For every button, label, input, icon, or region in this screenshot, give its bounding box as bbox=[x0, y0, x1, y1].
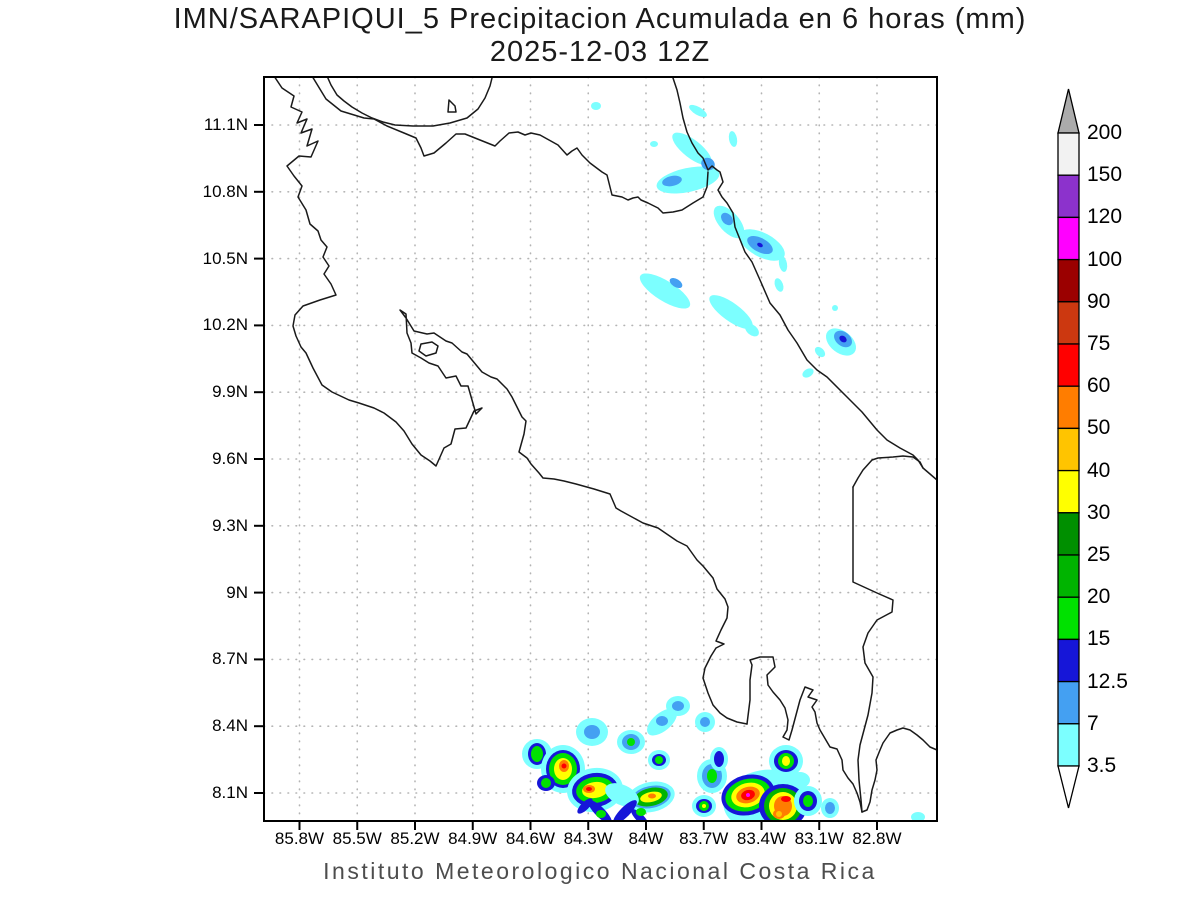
grid-lines bbox=[264, 77, 937, 821]
colorbar-level-90: 90 bbox=[1087, 289, 1111, 313]
colorbar-level-15: 15 bbox=[1087, 627, 1111, 651]
colorbar-level-7: 7 bbox=[1087, 711, 1099, 735]
colorbar-level-40: 40 bbox=[1087, 458, 1111, 482]
colorbar-level-12.5: 12.5 bbox=[1087, 669, 1128, 693]
colorbar-level-150: 150 bbox=[1087, 163, 1123, 187]
lat-label-10.8N: 10.8N bbox=[202, 181, 248, 201]
lat-label-9.6N: 9.6N bbox=[212, 449, 248, 468]
page-title: IMN/SARAPIQUI_5 Precipitacion Acumulada … bbox=[173, 3, 1027, 35]
lon-label-85.8W: 85.8W bbox=[274, 829, 325, 848]
colorbar-level-50: 50 bbox=[1087, 416, 1111, 440]
title-datetime: 2025-12-03 12Z bbox=[489, 36, 711, 68]
colorbar bbox=[1057, 88, 1080, 809]
colorbar-level-75: 75 bbox=[1087, 332, 1111, 355]
lon-label-84W: 84W bbox=[628, 829, 664, 848]
axis-ticks bbox=[254, 124, 878, 830]
map-frame bbox=[263, 76, 938, 822]
lon-label-84.9W: 84.9W bbox=[448, 829, 498, 848]
lat-label-9N: 9N bbox=[226, 582, 248, 602]
lon-label-84.6W: 84.6W bbox=[505, 829, 556, 848]
lat-label-8.1N: 8.1N bbox=[212, 783, 248, 802]
lat-label-10.5N: 10.5N bbox=[202, 248, 248, 268]
lon-label-82.8W: 82.8W bbox=[852, 829, 902, 848]
lon-label-83.1W: 83.1W bbox=[794, 829, 844, 848]
colorbar-level-20: 20 bbox=[1087, 585, 1111, 609]
lat-label-9.3N: 9.3N bbox=[212, 515, 248, 535]
lat-label-9.9N: 9.9N bbox=[212, 382, 248, 402]
lat-label-8.4N: 8.4N bbox=[212, 716, 248, 736]
coastline bbox=[273, 77, 937, 813]
lon-label-83.7W: 83.7W bbox=[679, 829, 729, 848]
lat-label-10.2N: 10.2N bbox=[202, 315, 248, 335]
colorbar-level-120: 120 bbox=[1087, 205, 1123, 229]
colorbar-level-30: 30 bbox=[1087, 500, 1111, 524]
lat-label-11.1N: 11.1N bbox=[203, 115, 248, 134]
lon-label-85.5W: 85.5W bbox=[332, 829, 382, 848]
lat-label-8.7N: 8.7N bbox=[212, 649, 248, 669]
precipitation-shading bbox=[522, 102, 925, 821]
lon-label-85.2W: 85.2W bbox=[390, 829, 440, 848]
lon-label-84.3W: 84.3W bbox=[563, 829, 613, 848]
colorbar-level-60: 60 bbox=[1087, 374, 1111, 398]
colorbar-level-200: 200 bbox=[1087, 121, 1123, 144]
colorbar-level-3.5: 3.5 bbox=[1087, 754, 1117, 777]
lon-label-83.4W: 83.4W bbox=[736, 829, 787, 848]
colorbar-level-100: 100 bbox=[1087, 247, 1123, 271]
colorbar-level-25: 25 bbox=[1087, 543, 1111, 566]
institution-footer: Instituto Meteorologico Nacional Costa R… bbox=[323, 858, 877, 884]
